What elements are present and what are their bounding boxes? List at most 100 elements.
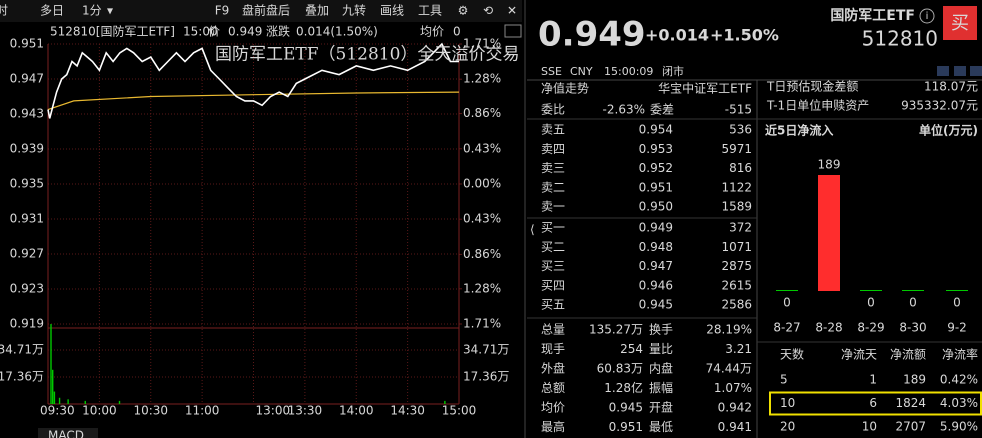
stat-label: 均价 [541,401,565,415]
tool-icon[interactable] [937,66,949,76]
tool-icon[interactable] [970,66,982,76]
info-label: T日预估现金差额 [766,79,858,94]
stat-value: 0.945 [609,401,643,415]
buy-button-bg[interactable] [943,6,977,40]
y2-tick-label: 1.28% [463,281,501,295]
y2-tick-label: 0.43% [463,212,501,226]
table-cell: 5.90% [940,420,978,434]
flow-category: 8-29 [857,321,884,335]
x-tick-label: 15:00 [442,404,477,418]
sell-volume: 5971 [721,142,752,156]
price-change-pct: +1.50% [710,26,779,45]
y2-tick-label: 1.71% [463,37,501,51]
chart-label: 价 [208,25,220,39]
table-cell: 6 [869,396,877,410]
toolbar-button[interactable]: 时 [0,4,8,18]
tracking-index: 华宝中证军工ETF [658,81,752,96]
stat-value: 3.21 [725,342,752,356]
tab-bg[interactable] [38,428,98,438]
status-text: CNY [570,65,593,78]
y-tick-label: 0.935 [10,177,44,191]
sell-price: 0.950 [639,200,673,214]
y2-tick-label: 0.86% [463,106,501,120]
flow-unit: 单位(万元) [919,123,978,138]
highlight-box [769,391,982,416]
flow-value-label: 0 [783,296,791,310]
volume-tick-label: 34.71万 [0,343,44,357]
settings-icon[interactable]: ⚙ [458,4,469,18]
buy-level: 买二 [541,240,565,254]
buy-volume: 372 [729,221,752,235]
chart-label: 均价 [420,25,444,39]
y-tick-label: 0.923 [10,282,44,296]
flow-value-label: 0 [909,296,917,310]
buy-volume: 2875 [721,259,752,273]
average-line [47,91,460,111]
bid-diff: -515 [725,103,752,117]
x-tick-label: 13:30 [288,404,323,418]
table-cell: 1824 [895,396,926,410]
buy-level: 买一 [541,221,565,235]
stat-value: 135.27万 [589,323,643,337]
sell-volume: 536 [729,123,752,137]
table-cell: 20 [780,420,795,434]
stat-label: 外盘 [541,361,565,376]
stat-value: 0.941 [718,420,752,434]
indicator-tab[interactable]: MACD [48,429,84,438]
stat-value: 1.07% [714,381,752,395]
flow-bar [902,290,924,291]
toolbar-button[interactable]: 画线 [380,4,404,18]
toolbar-button[interactable]: F9 [215,4,230,18]
toolbar-bg [0,0,522,22]
buy-level: 买四 [541,278,565,292]
x-tick-label: 10:30 [133,404,168,418]
x-tick-label: 09:30 [40,404,75,418]
x-tick-label: 13:00 [256,404,291,418]
toolbar-button[interactable]: 九转 [342,3,366,18]
x-tick-label: 10:00 [82,404,117,418]
stat-label: 换手 [649,323,673,337]
stat-label: 最低 [649,420,673,434]
status-text: 闭市 [662,64,684,78]
chart-change: 0.014(1.50%) [296,25,378,39]
flow-category: 8-30 [899,321,926,335]
chart-code: 512810[国防军工ETF] [50,24,175,39]
stat-value: 254 [620,342,643,356]
last-price: 0.949 [538,15,646,55]
flow-bar [946,290,968,291]
y2-tick-label: 0.00% [463,177,501,191]
y2-tick-label: 1.28% [463,72,501,86]
stat-label: 现手 [541,342,565,356]
chart-label: 涨跌 [266,24,290,39]
info-value: 118.07元 [924,80,978,94]
refresh-icon[interactable]: ⟲ [483,4,493,18]
stat-value: 74.44万 [706,362,752,376]
toolbar-button[interactable]: 叠加 [305,4,329,18]
chart-time: 15:00 [183,25,218,39]
buy-button[interactable]: 买 [951,13,969,34]
stat-label: 开盘 [649,400,673,415]
tool-icon[interactable] [954,66,966,76]
dropdown-icon[interactable]: ▾ [107,4,113,18]
info-label: T-1日单位申赎资产 [766,98,869,113]
annotation: 国防军工ETF（512810）全天溢价交易 [215,45,519,65]
buy-price: 0.947 [639,259,673,273]
buy-volume: 2615 [721,278,752,292]
stat-value: 28.19% [706,323,752,337]
table-cell: 10 [862,420,877,434]
wp-icon[interactable] [504,24,522,38]
nav-link[interactable]: 净值走势 [541,81,589,96]
collapse-icon[interactable]: ⟨ [530,223,535,237]
info-icon[interactable] [919,8,935,24]
table-cell: 1 [869,373,877,387]
toolbar-button[interactable]: 多日 [40,4,64,18]
x-tick-label: 14:30 [390,404,425,418]
close-icon[interactable]: ✕ [507,4,517,18]
toolbar-button[interactable]: 1分 [82,4,102,18]
stat-value: 60.83万 [597,362,643,376]
stat-label: 内盘 [649,361,673,376]
toolbar-button[interactable]: 工具 [418,4,442,18]
table-header: 净流率 [942,347,978,362]
toolbar-button[interactable]: 盘前盘后 [242,3,290,18]
